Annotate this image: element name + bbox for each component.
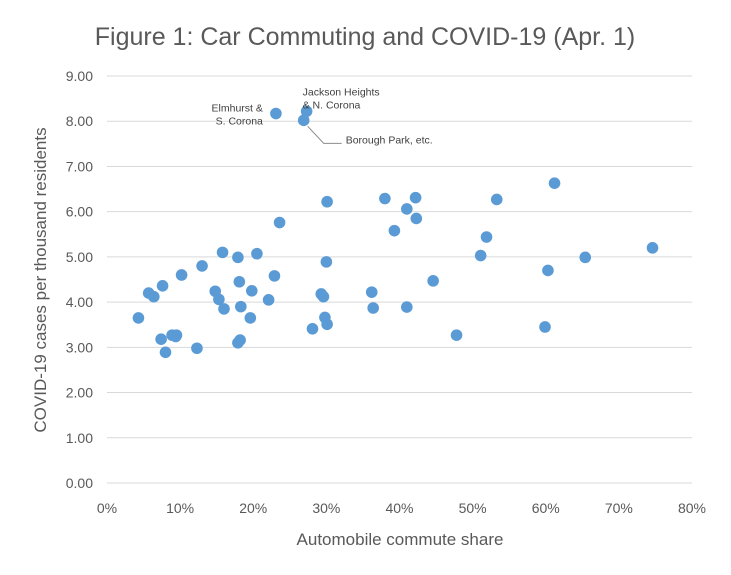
annotations: Elmhurst &S. Corona Jackson Heights& N. C… — [212, 86, 433, 146]
data-point — [321, 318, 333, 331]
x-tick-label: 70% — [605, 500, 633, 516]
data-point — [480, 231, 493, 243]
x-tick-label: 60% — [532, 500, 560, 516]
data-point — [175, 269, 188, 281]
data-point — [132, 312, 145, 324]
y-tick-label: 7.00 — [66, 158, 93, 174]
data-point — [548, 177, 561, 189]
y-tick-label: 3.00 — [66, 339, 93, 355]
data-point — [401, 203, 413, 215]
data-point — [490, 193, 503, 206]
data-point — [273, 216, 286, 229]
data-point — [170, 329, 183, 341]
x-tick-label: 10% — [166, 500, 194, 516]
x-tick-label: 50% — [459, 500, 487, 516]
data-point — [159, 346, 172, 359]
data-point — [401, 301, 413, 313]
data-point — [297, 114, 310, 127]
annotation-label: S. Corona — [216, 116, 263, 128]
data-point — [191, 342, 203, 355]
data-point — [216, 246, 229, 259]
annotation-label: Borough Park, etc. — [346, 134, 433, 146]
x-tick-label: 80% — [678, 500, 706, 516]
data-point — [474, 249, 487, 262]
y-tick-label: 8.00 — [66, 113, 93, 129]
data-point — [379, 192, 391, 205]
data-point — [320, 256, 333, 268]
data-point — [233, 275, 246, 288]
data-point — [262, 294, 275, 306]
data-point — [539, 321, 551, 333]
y-tick-label: 0.00 — [66, 475, 93, 491]
data-points — [132, 105, 659, 359]
annotation-label: Jackson Heights — [303, 86, 380, 98]
y-tick-label: 6.00 — [66, 204, 93, 220]
data-point — [155, 333, 167, 345]
data-point — [300, 105, 313, 118]
data-point — [410, 212, 423, 225]
data-point — [450, 329, 463, 341]
data-point — [251, 247, 263, 260]
data-point — [235, 300, 247, 313]
gridlines — [107, 75, 692, 439]
data-point — [148, 290, 160, 303]
x-axis-label: Automobile commute share — [297, 530, 504, 549]
data-point — [317, 290, 330, 303]
data-point — [268, 270, 281, 282]
data-point — [232, 251, 244, 264]
annotation-leader-line — [307, 125, 342, 144]
data-point — [196, 260, 208, 272]
y-tick-label: 5.00 — [66, 249, 93, 265]
data-point — [409, 191, 422, 204]
y-tick-labels: 0.00 1.00 2.00 3.00 4.00 5.00 6.00 7.00 8.00 9.00 — [66, 68, 93, 491]
data-point — [388, 224, 401, 237]
data-point — [244, 312, 257, 324]
y-tick-label: 9.00 — [66, 68, 93, 84]
x-tick-label: 20% — [239, 500, 267, 516]
data-point — [218, 303, 230, 315]
data-point — [321, 195, 333, 208]
annotation-label: & N. Corona — [303, 99, 361, 111]
data-point — [579, 251, 592, 264]
x-tick-label: 40% — [385, 500, 413, 516]
x-tick-labels: 0% 10% 20% 30% 40% 50% 60% 70% 80% — [97, 500, 706, 516]
y-tick-label: 2.00 — [66, 385, 93, 401]
x-tick-label: 30% — [312, 500, 340, 516]
annotation-label: Elmhurst & — [212, 103, 263, 115]
x-tick-label: 0% — [97, 500, 117, 516]
data-point — [427, 275, 439, 287]
data-point — [234, 334, 246, 346]
data-point — [270, 107, 282, 120]
data-point — [646, 242, 659, 254]
data-point — [245, 285, 258, 297]
y-axis-label: COVID-19 cases per thousand residents — [31, 127, 50, 432]
data-point — [306, 322, 319, 335]
data-point — [367, 302, 379, 314]
data-point — [213, 293, 225, 306]
chart-title: Figure 1: Car Commuting and COVID-19 (Ap… — [95, 23, 635, 51]
data-point — [365, 286, 378, 298]
y-tick-label: 1.00 — [66, 430, 93, 446]
data-point — [542, 264, 554, 277]
y-tick-label: 4.00 — [66, 294, 93, 310]
data-point — [156, 280, 169, 292]
